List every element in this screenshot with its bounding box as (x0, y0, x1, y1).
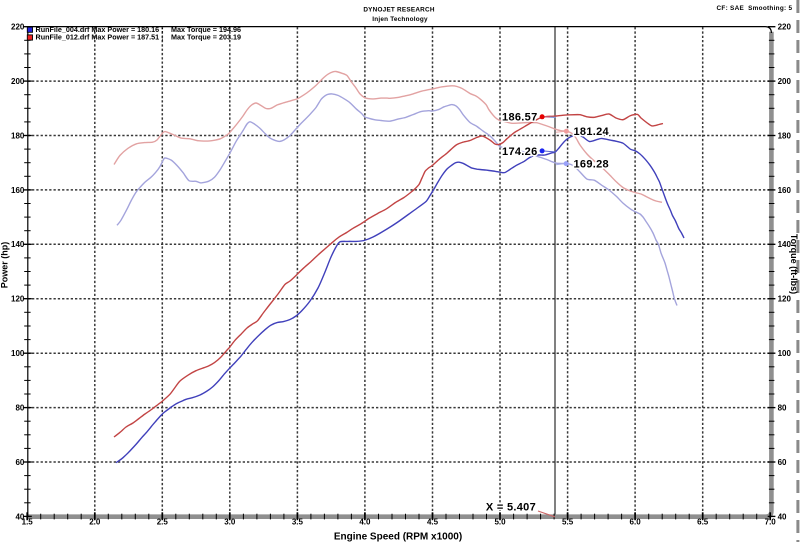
svg-text:40: 40 (15, 512, 24, 521)
svg-text:220: 220 (778, 23, 792, 32)
svg-text:7.0: 7.0 (765, 518, 777, 527)
svg-text:40: 40 (778, 512, 787, 521)
svg-text:Torque (ft-lbs): Torque (ft-lbs) (789, 234, 799, 294)
svg-text:220: 220 (11, 23, 25, 32)
svg-text:60: 60 (15, 458, 24, 467)
svg-text:181.24: 181.24 (574, 126, 610, 138)
svg-text:2.5: 2.5 (157, 518, 169, 527)
svg-text:100: 100 (11, 349, 25, 358)
svg-text:160: 160 (778, 186, 792, 195)
svg-text:200: 200 (778, 77, 792, 86)
svg-text:1.5: 1.5 (22, 518, 34, 527)
svg-text:180: 180 (778, 131, 792, 140)
svg-text:RunFile_012.drf Max Power = 18: RunFile_012.drf Max Power = 187.51 ; (36, 33, 164, 42)
svg-text:169.28: 169.28 (574, 159, 609, 171)
svg-text:180: 180 (11, 131, 25, 140)
svg-text:2.0: 2.0 (89, 518, 101, 527)
svg-text:5.5: 5.5 (562, 518, 574, 527)
svg-text:186.57: 186.57 (502, 112, 537, 124)
svg-text:120: 120 (778, 295, 792, 304)
svg-text:Max Torque = 203.19: Max Torque = 203.19 (171, 33, 241, 42)
svg-text:140: 140 (778, 240, 792, 249)
svg-text:160: 160 (11, 186, 25, 195)
svg-text:100: 100 (778, 349, 792, 358)
svg-text:174.26: 174.26 (502, 146, 537, 158)
svg-text:140: 140 (11, 240, 25, 249)
svg-text:Engine Speed (RPM x1000): Engine Speed (RPM x1000) (334, 532, 462, 542)
svg-text:4.0: 4.0 (359, 518, 371, 527)
svg-text:3.0: 3.0 (224, 518, 236, 527)
svg-text:6.5: 6.5 (697, 518, 709, 527)
svg-text:Injen Technology: Injen Technology (372, 16, 428, 23)
svg-text:Max Torque = 194.96: Max Torque = 194.96 (171, 25, 241, 34)
svg-text:3.5: 3.5 (292, 518, 304, 527)
svg-text:CF: SAE Smoothing: 5: CF: SAE Smoothing: 5 (717, 5, 793, 12)
svg-text:200: 200 (11, 77, 25, 86)
svg-text:6.0: 6.0 (630, 518, 642, 527)
svg-text:80: 80 (15, 404, 24, 413)
svg-text:4.5: 4.5 (427, 518, 439, 527)
svg-text:80: 80 (778, 404, 787, 413)
svg-text:DYNOJET RESEARCH: DYNOJET RESEARCH (363, 6, 435, 13)
svg-text:5.0: 5.0 (494, 518, 506, 527)
svg-text:X = 5.407: X = 5.407 (486, 502, 536, 514)
svg-text:60: 60 (778, 458, 787, 467)
svg-text:Power (hp): Power (hp) (0, 242, 10, 289)
svg-text:RunFile_004.drf Max Power = 18: RunFile_004.drf Max Power = 180.16 ; (36, 25, 164, 34)
svg-text:120: 120 (11, 295, 25, 304)
